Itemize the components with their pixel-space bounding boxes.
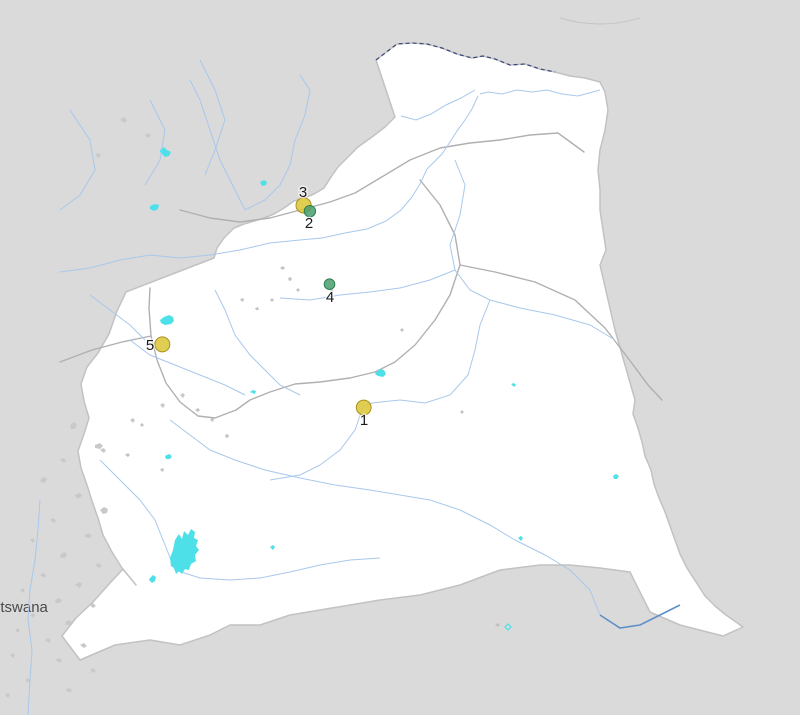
svg-text:Botswana: Botswana <box>0 599 49 616</box>
svg-text:2: 2 <box>305 215 313 232</box>
svg-text:4: 4 <box>326 289 334 306</box>
svg-text:1: 1 <box>360 412 368 429</box>
svg-text:5: 5 <box>146 337 154 354</box>
svg-text:3: 3 <box>299 184 307 201</box>
